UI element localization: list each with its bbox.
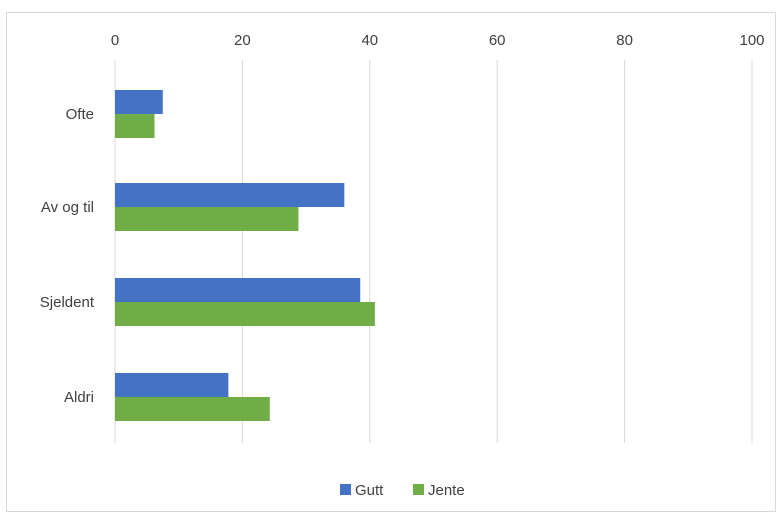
legend-swatch-jente xyxy=(413,484,424,495)
x-tick-label: 100 xyxy=(739,32,764,49)
legend-label-jente: Jente xyxy=(428,482,465,499)
legend-swatch-gutt xyxy=(340,484,351,495)
bar-gutt xyxy=(115,90,163,114)
bar-jente xyxy=(115,114,155,138)
bar-jente xyxy=(115,397,270,421)
category-label: Ofte xyxy=(66,106,94,123)
x-tick-label: 80 xyxy=(616,32,633,49)
bar-gutt xyxy=(115,373,229,397)
x-tick-label: 60 xyxy=(489,32,506,49)
category-label: Aldri xyxy=(64,389,94,406)
bar-jente xyxy=(115,302,375,326)
x-tick-label: 0 xyxy=(111,32,119,49)
category-label: Av og til xyxy=(41,199,94,216)
bar-gutt xyxy=(115,183,345,207)
legend-label-gutt: Gutt xyxy=(355,482,384,499)
bar-jente xyxy=(115,207,299,231)
x-tick-label: 40 xyxy=(361,32,378,49)
bar-gutt xyxy=(115,278,361,302)
category-label: Sjeldent xyxy=(40,294,95,311)
x-tick-label: 20 xyxy=(234,32,251,49)
